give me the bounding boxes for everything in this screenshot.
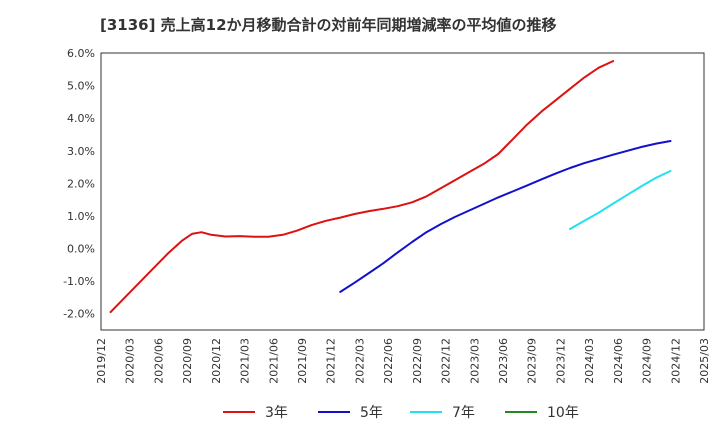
x-axis-ticks: 2019/12 2020/03 2020/06 2020/09 2020/12 2021/…: [95, 338, 711, 384]
x-tick-label: 2021/09: [296, 338, 309, 384]
plot-area: [101, 53, 704, 330]
series-line-5年: [339, 140, 672, 293]
x-tick-label: 2023/12: [554, 338, 567, 384]
series-lines: [109, 60, 672, 314]
x-tick-label: 2021/06: [267, 338, 280, 384]
x-tick-label: 2022/09: [411, 338, 424, 384]
x-tick-label: 2024/06: [612, 338, 625, 384]
x-tick-label: 2023/06: [497, 338, 510, 384]
legend: 3年 5年 7年 10年: [223, 405, 579, 421]
y-axis-ticks: 6.0% 5.0% 4.0% 3.0% 2.0% 1.0% 0.0% -1.0% -2.0%: [63, 47, 95, 321]
legend-label: 5年: [360, 405, 383, 421]
legend-label: 7年: [452, 405, 475, 421]
plot-frame: [100, 52, 705, 331]
x-tick-label: 2024/09: [641, 338, 654, 384]
y-tick-label: -2.0%: [63, 308, 95, 321]
y-tick-label: 4.0%: [67, 112, 95, 125]
x-tick-label: 2025/03: [698, 338, 711, 384]
x-tick-label: 2024/12: [669, 338, 682, 384]
x-tick-label: 2022/06: [382, 338, 395, 384]
series-line-7年: [569, 170, 672, 230]
x-tick-label: 2023/09: [526, 338, 539, 384]
legend-label: 3年: [265, 405, 288, 421]
x-tick-label: 2019/12: [95, 338, 108, 384]
x-tick-label: 2020/12: [210, 338, 223, 384]
x-tick-label: 2021/12: [325, 338, 338, 384]
x-tick-label: 2020/03: [124, 338, 137, 384]
x-tick-label: 2021/03: [239, 338, 252, 384]
x-tick-label: 2022/03: [353, 338, 366, 384]
x-tick-label: 2023/03: [468, 338, 481, 384]
chart-title: [3136] 売上高12か月移動合計の対前年同期増減率の平均値の推移: [100, 16, 557, 34]
y-tick-label: 0.0%: [67, 243, 95, 256]
y-tick-label: -1.0%: [63, 275, 95, 288]
series-line-3年: [109, 60, 615, 314]
plot-border: [100, 52, 705, 331]
y-tick-label: 6.0%: [67, 47, 95, 60]
legend-label: 10年: [547, 405, 579, 421]
y-tick-label: 5.0%: [67, 80, 95, 93]
x-tick-label: 2020/09: [181, 338, 194, 384]
y-tick-label: 2.0%: [67, 177, 95, 190]
y-tick-label: 3.0%: [67, 145, 95, 158]
x-tick-label: 2022/12: [440, 338, 453, 384]
y-tick-label: 1.0%: [67, 210, 95, 223]
x-tick-label: 2020/06: [152, 338, 165, 384]
x-tick-label: 2024/03: [583, 338, 596, 384]
